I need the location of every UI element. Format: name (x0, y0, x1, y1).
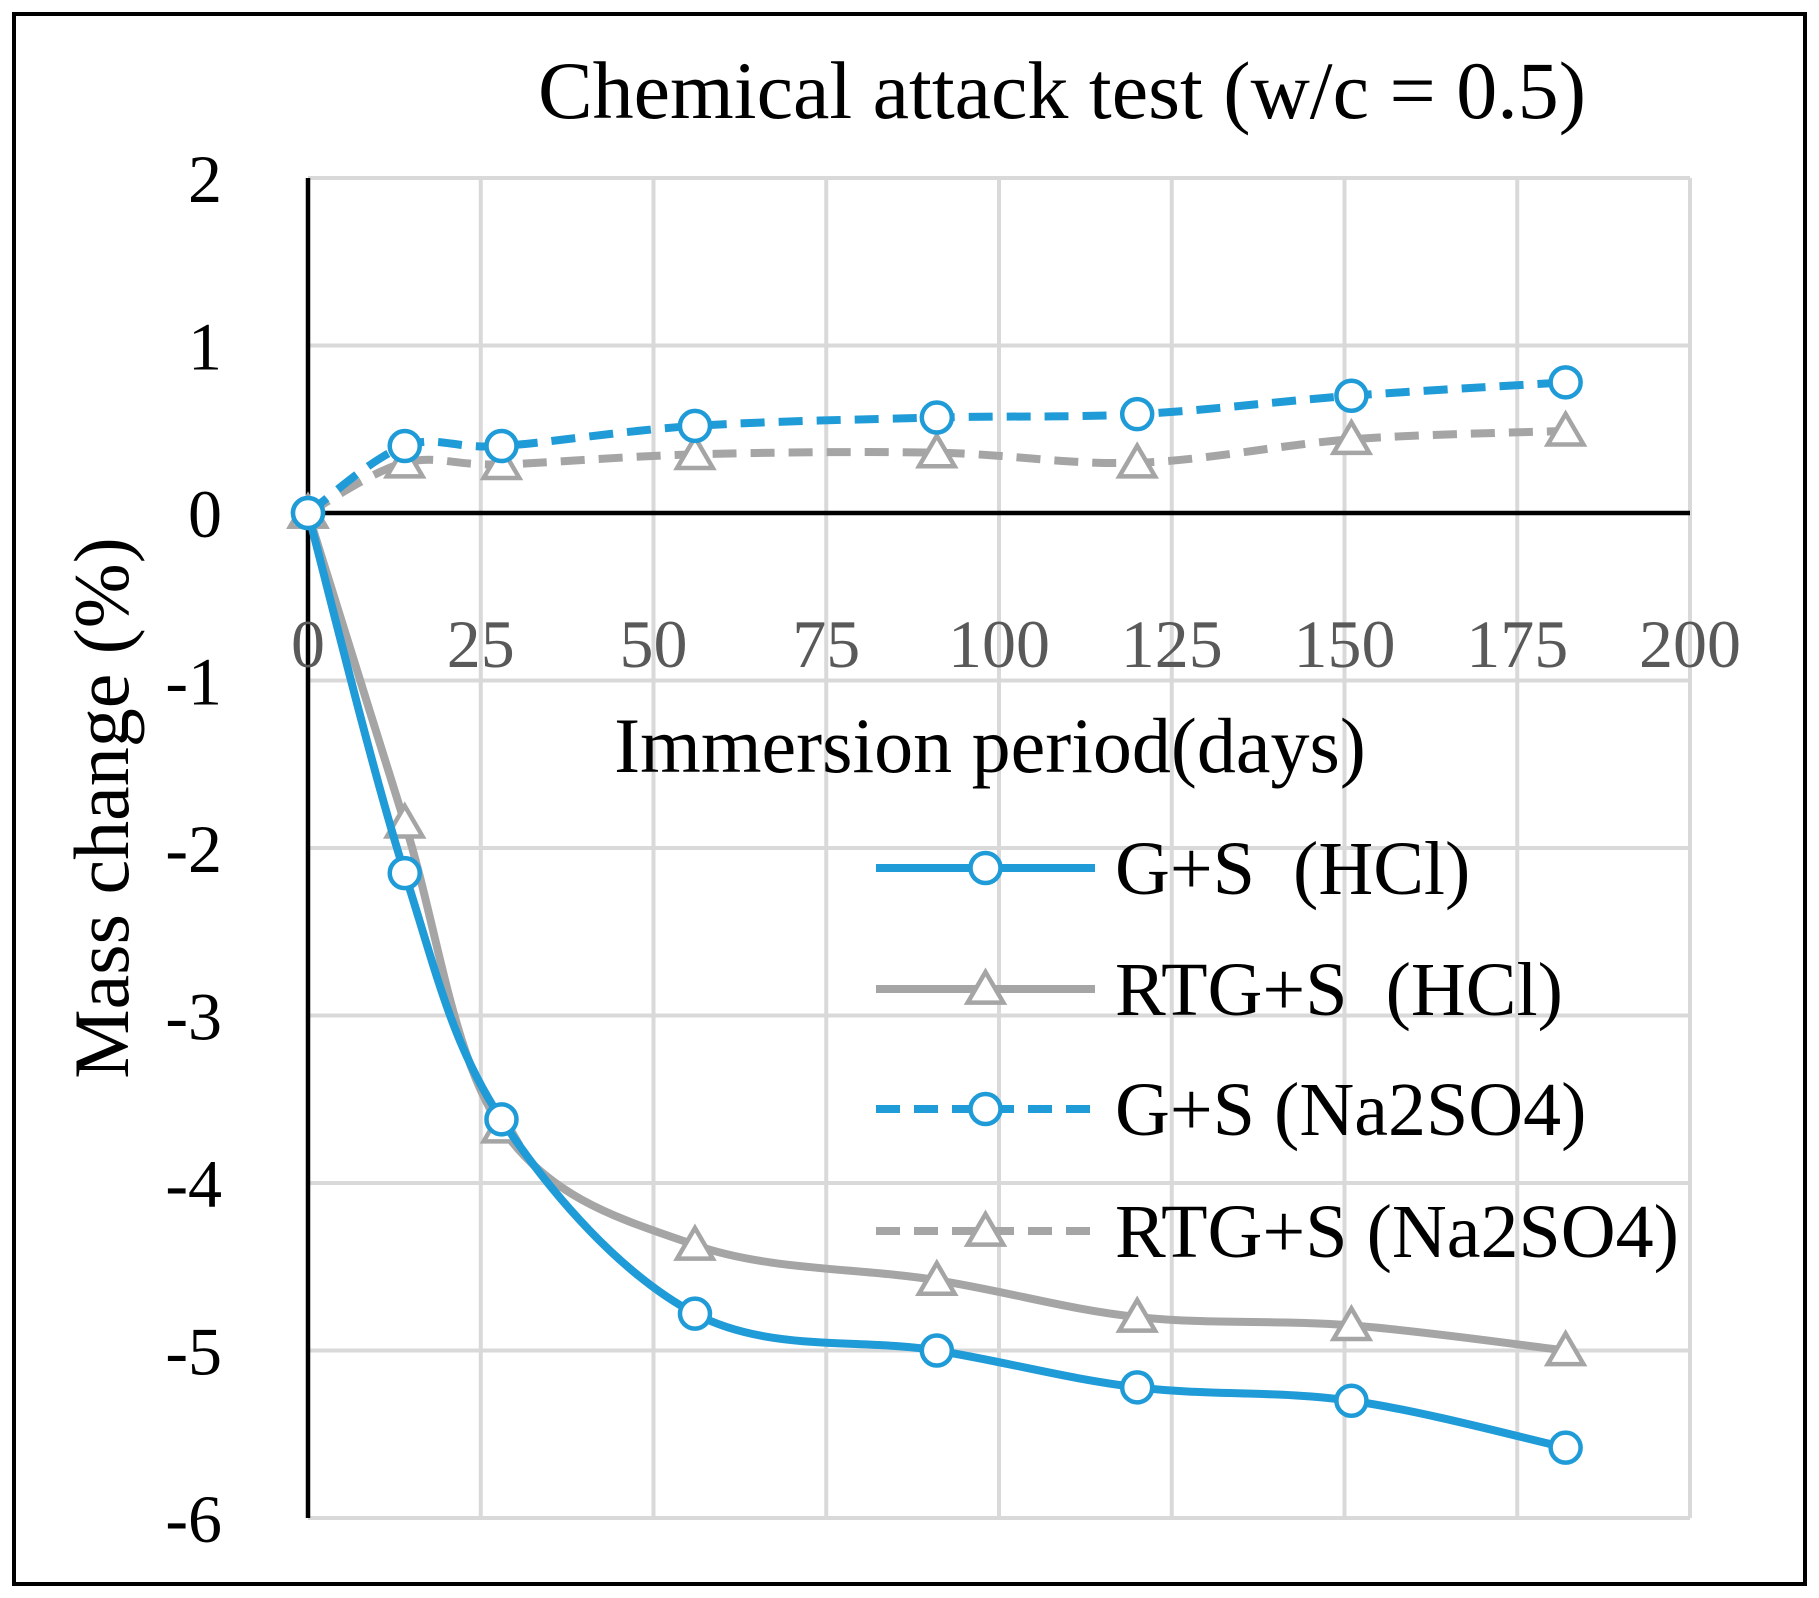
series-0 (290, 495, 1583, 1465)
y-tick-label: 1 (188, 309, 222, 385)
data-point (1329, 1303, 1374, 1342)
data-point (1334, 378, 1369, 413)
series-1 (286, 491, 1588, 1367)
data-point (677, 1296, 713, 1331)
data-point (1543, 409, 1588, 447)
x-tick-label: 25 (447, 606, 515, 682)
data-point (1115, 1295, 1159, 1333)
series-layer (286, 365, 1588, 1465)
data-point (919, 400, 955, 435)
legend-item: G+S (Na2SO4) (876, 1068, 1586, 1152)
legend-item: RTG+S (Na2SO4) (876, 1190, 1679, 1274)
x-tick-label: 125 (1121, 606, 1223, 682)
data-point (915, 431, 959, 469)
data-point (1115, 441, 1159, 479)
y-tick-label: -6 (165, 1481, 222, 1557)
y-tick-label: 0 (188, 476, 222, 552)
data-point (1329, 417, 1374, 456)
x-tick-label: 0 (291, 606, 325, 682)
data-point (919, 1333, 955, 1368)
data-point (673, 1223, 717, 1261)
data-point (1548, 1430, 1583, 1465)
chart-frame (12, 12, 1807, 1586)
y-tick-label: -3 (165, 979, 222, 1055)
data-point (387, 428, 422, 464)
legend-swatch-marker (968, 850, 1003, 886)
series-line (305, 378, 1566, 517)
legend-label: G+S (HCl) (1115, 827, 1470, 911)
y-tick-label: -1 (165, 644, 222, 720)
data-point (915, 1258, 959, 1296)
data-point (1119, 396, 1155, 432)
axes-layer: 2 1 0 -1 -2 -3 -4 -5 -6 0 25 50 75 100 125 150 175 200 (165, 141, 1741, 1557)
series-line (306, 426, 1566, 517)
grid-layer (308, 176, 1692, 1520)
data-point (290, 495, 326, 531)
legend-label: RTG+S (HCl) (1115, 948, 1563, 1032)
legend-item: RTG+S (HCl) (876, 948, 1563, 1032)
chart-title: Chemical attack test (w/c = 0.5) (538, 45, 1586, 136)
x-tick-label: 175 (1466, 606, 1568, 682)
legend-swatch-marker (963, 1209, 1008, 1247)
data-point (1334, 1383, 1369, 1418)
legend-label: RTG+S (Na2SO4) (1115, 1190, 1679, 1274)
legend: G+S (HCl) RTG+S (HCl) G+S (Na2SO4) RTG+S (N… (876, 827, 1679, 1274)
y-tick-label: -4 (165, 1146, 222, 1222)
data-point (673, 432, 717, 471)
x-tick-label: 200 (1639, 606, 1741, 682)
x-axis-label: Immersion period(days) (614, 702, 1366, 789)
data-point (1119, 1370, 1155, 1405)
legend-swatch-marker (963, 967, 1008, 1005)
legend-swatch-marker (968, 1091, 1003, 1127)
y-tick-label: -2 (165, 811, 222, 887)
data-point (484, 1102, 519, 1137)
y-axis-label: Mass change (%) (58, 537, 145, 1078)
legend-item: G+S (HCl) (876, 827, 1470, 911)
data-point (484, 428, 519, 464)
series-2 (290, 365, 1583, 531)
y-tick-label: -5 (165, 1314, 222, 1390)
y-tick-label: 2 (188, 141, 222, 217)
data-point (677, 408, 713, 444)
data-point (382, 801, 427, 839)
legend-label: G+S (Na2SO4) (1115, 1068, 1586, 1152)
x-tick-label: 50 (620, 606, 688, 682)
x-tick-label: 100 (948, 606, 1050, 682)
data-point (1543, 1329, 1588, 1367)
data-point (1548, 365, 1583, 400)
data-point (387, 855, 422, 891)
x-tick-label: 75 (792, 606, 860, 682)
x-tick-label: 150 (1294, 606, 1396, 682)
